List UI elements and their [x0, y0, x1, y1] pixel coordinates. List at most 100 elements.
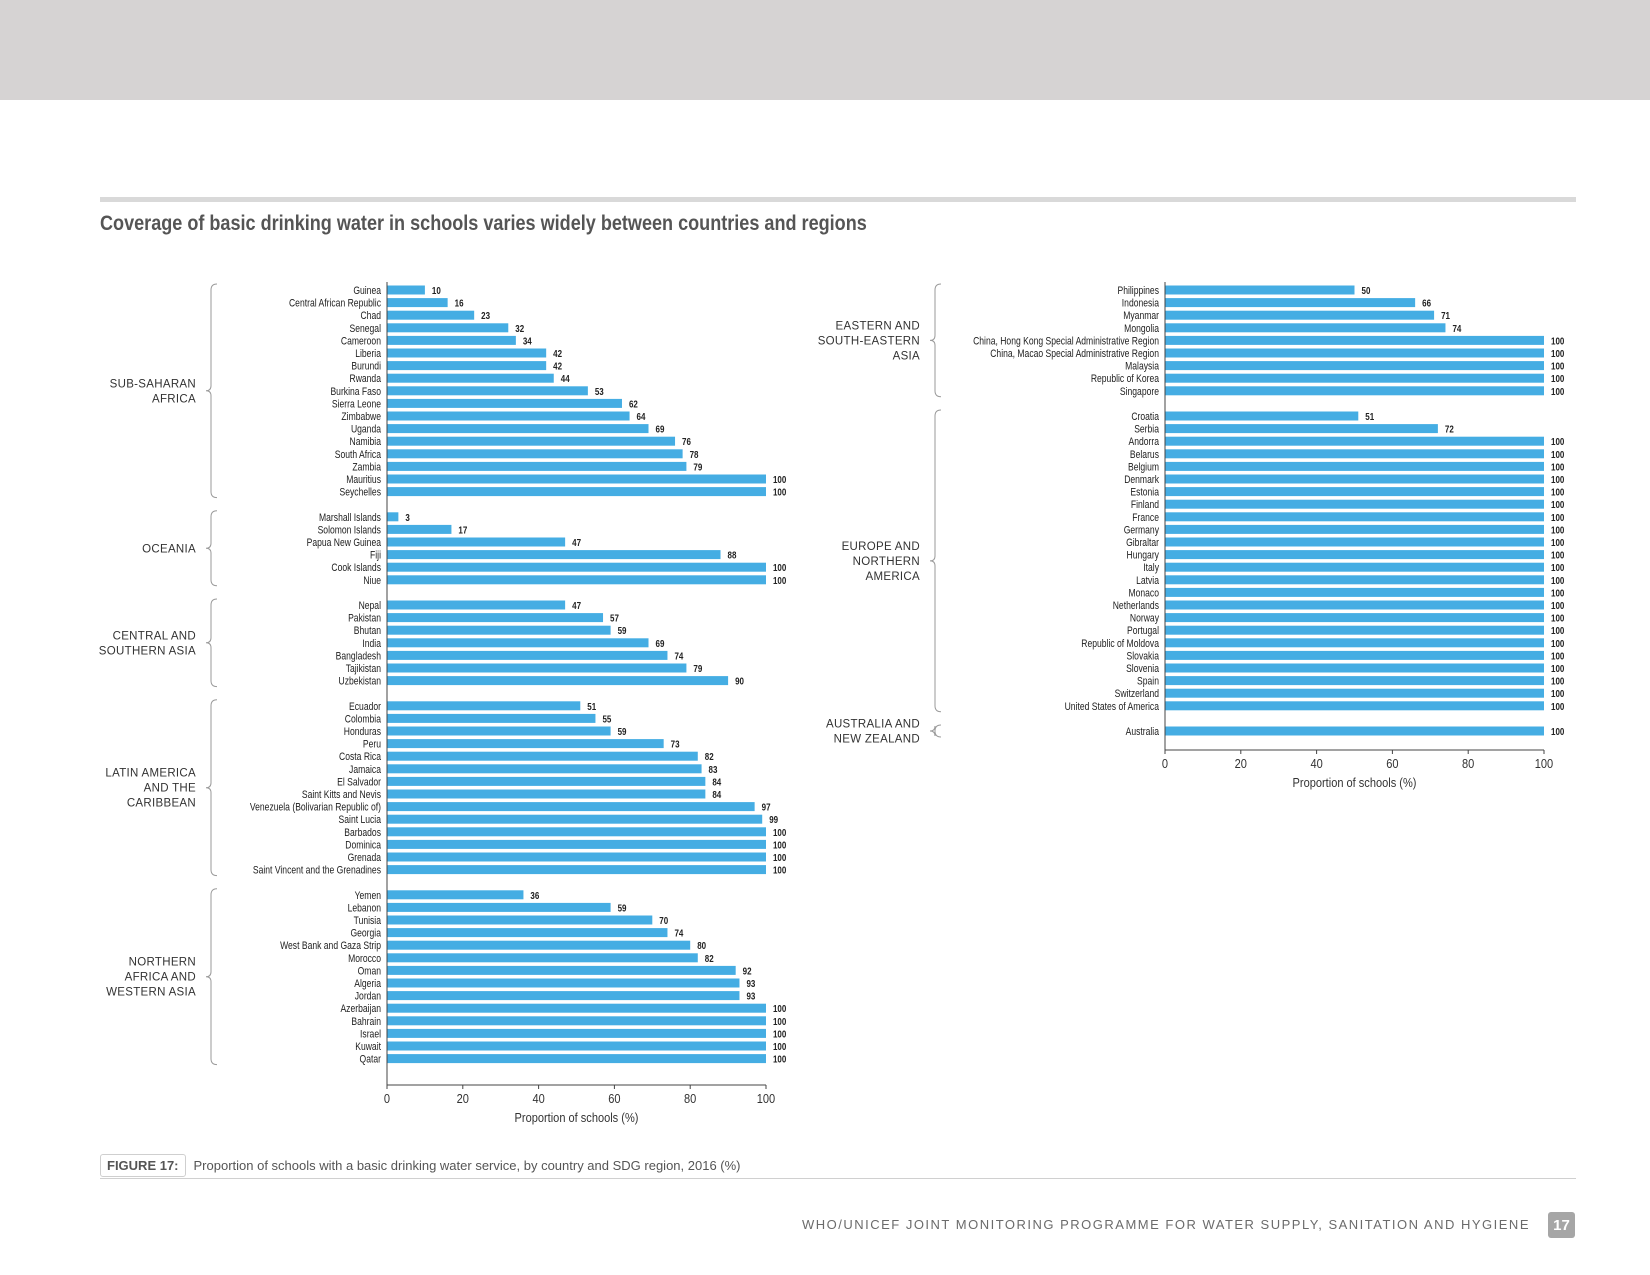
bar — [387, 1028, 766, 1038]
country-label: Hungary — [1127, 550, 1159, 562]
country-label: Switzerland — [1115, 688, 1159, 700]
bar — [1165, 562, 1544, 572]
bar — [387, 348, 547, 358]
bar — [1165, 474, 1544, 484]
country-label: Belgium — [1128, 461, 1159, 473]
country-label: Burundi — [351, 361, 381, 373]
country-label: Italy — [1143, 562, 1159, 574]
bar — [387, 335, 516, 345]
country-label: Dominica — [345, 839, 381, 851]
data-label: 100 — [773, 575, 786, 586]
country-label: Tunisia — [354, 915, 382, 927]
bar — [387, 524, 452, 534]
bar — [387, 285, 425, 295]
bar — [387, 373, 554, 383]
country-label: Marshall Islands — [319, 512, 381, 524]
data-label: 74 — [674, 928, 683, 939]
x-tick-label: 60 — [1386, 756, 1399, 771]
region-group-oceania: Marshall Islands 3 Solomon Islands 17 Papua … — [142, 510, 786, 587]
region-label: SOUTHERN ASIA — [99, 645, 196, 657]
region-group-central-and-southern-asia: Nepal 47 Pakistan 57 Bhutan 59 India 69 Banglade… — [99, 598, 744, 688]
region-label: SOUTH-EASTERN — [818, 335, 920, 347]
data-label: 69 — [656, 638, 665, 649]
data-label: 59 — [618, 726, 627, 737]
country-label: Tajikistan — [346, 663, 381, 675]
data-label: 99 — [769, 814, 778, 825]
data-label: 71 — [1441, 310, 1450, 321]
country-label: Slovenia — [1126, 663, 1159, 675]
bar — [1165, 461, 1544, 471]
data-label: 100 — [1551, 613, 1564, 624]
data-label: 84 — [712, 789, 721, 800]
data-label: 32 — [515, 323, 524, 334]
bar — [387, 386, 588, 396]
bar — [387, 701, 581, 711]
data-label: 100 — [773, 827, 786, 838]
data-label: 36 — [530, 890, 539, 901]
country-label: Bangladesh — [336, 650, 381, 662]
data-label: 100 — [773, 1041, 786, 1052]
country-label: Yemen — [355, 890, 381, 902]
country-label: Norway — [1130, 613, 1159, 625]
country-label: Papua New Guinea — [307, 537, 382, 549]
bar — [1165, 537, 1544, 547]
data-label: 76 — [682, 436, 691, 447]
country-label: Belarus — [1130, 449, 1159, 461]
country-label: Costa Rica — [339, 751, 381, 763]
bar — [387, 550, 721, 560]
country-label: Gibraltar — [1126, 537, 1160, 549]
data-label: 100 — [1551, 651, 1564, 662]
x-axis-label: Proportion of schools (%) — [515, 1110, 639, 1125]
bar — [387, 449, 683, 459]
bar — [387, 310, 475, 320]
bar — [387, 361, 547, 371]
bar — [1165, 726, 1544, 736]
country-label: Malaysia — [1125, 361, 1159, 373]
country-label: Ecuador — [349, 701, 382, 713]
bar — [1165, 424, 1438, 434]
data-label: 100 — [773, 487, 786, 498]
data-label: 100 — [773, 840, 786, 851]
data-label: 100 — [1551, 726, 1564, 737]
country-label: Venezuela (Bolivarian Republic of) — [250, 802, 381, 814]
data-label: 93 — [746, 978, 755, 989]
country-label: Croatia — [1131, 411, 1159, 423]
data-label: 100 — [1551, 373, 1564, 384]
country-label: Indonesia — [1122, 298, 1160, 310]
country-label: Lebanon — [348, 902, 381, 914]
data-label: 53 — [595, 386, 604, 397]
region-label: NORTHERN — [129, 957, 196, 969]
region-label: CARIBBEAN — [127, 798, 196, 810]
bar — [387, 852, 766, 862]
country-label: Pakistan — [348, 613, 381, 625]
data-label: 79 — [693, 663, 702, 674]
bar — [1165, 285, 1355, 295]
bar — [1165, 524, 1544, 534]
region-group-northern-africa-and-western-asia: Yemen 36 Lebanon 59 Tunisia 70 Georgia 74 West B… — [106, 888, 786, 1066]
country-label: Netherlands — [1113, 600, 1159, 612]
data-label: 100 — [1551, 499, 1564, 510]
data-label: 69 — [656, 424, 665, 435]
region-group-latin-america-and-the-caribbean: Ecuador 51 Colombia 55 Honduras 59 Peru 73 Costa… — [105, 699, 786, 877]
data-label: 80 — [697, 940, 706, 951]
bar — [1165, 613, 1544, 623]
data-label: 100 — [773, 1029, 786, 1040]
region-group-australia-and-new-zealand: Australia 100 AUSTRALIA AND NEW ZEALAND — [826, 719, 1564, 746]
bar — [387, 940, 691, 950]
country-label: Guinea — [353, 285, 381, 297]
data-label: 57 — [610, 613, 619, 624]
data-label: 50 — [1362, 285, 1371, 296]
data-label: 34 — [523, 336, 532, 347]
bar — [1165, 701, 1544, 711]
country-label: Liberia — [355, 348, 381, 360]
x-tick-label: 80 — [1462, 756, 1475, 771]
region-brace — [205, 283, 218, 499]
region-brace — [205, 699, 218, 877]
page-number: 17 — [1548, 1212, 1575, 1238]
region-group-sub-saharan-africa: Guinea 10 Central African Republic 16 Chad 23… — [110, 283, 786, 499]
data-label: 79 — [693, 462, 702, 473]
bar — [387, 764, 702, 774]
country-label: Myanmar — [1123, 310, 1159, 322]
country-label: Qatar — [360, 1054, 382, 1066]
country-label: Germany — [1124, 524, 1159, 536]
